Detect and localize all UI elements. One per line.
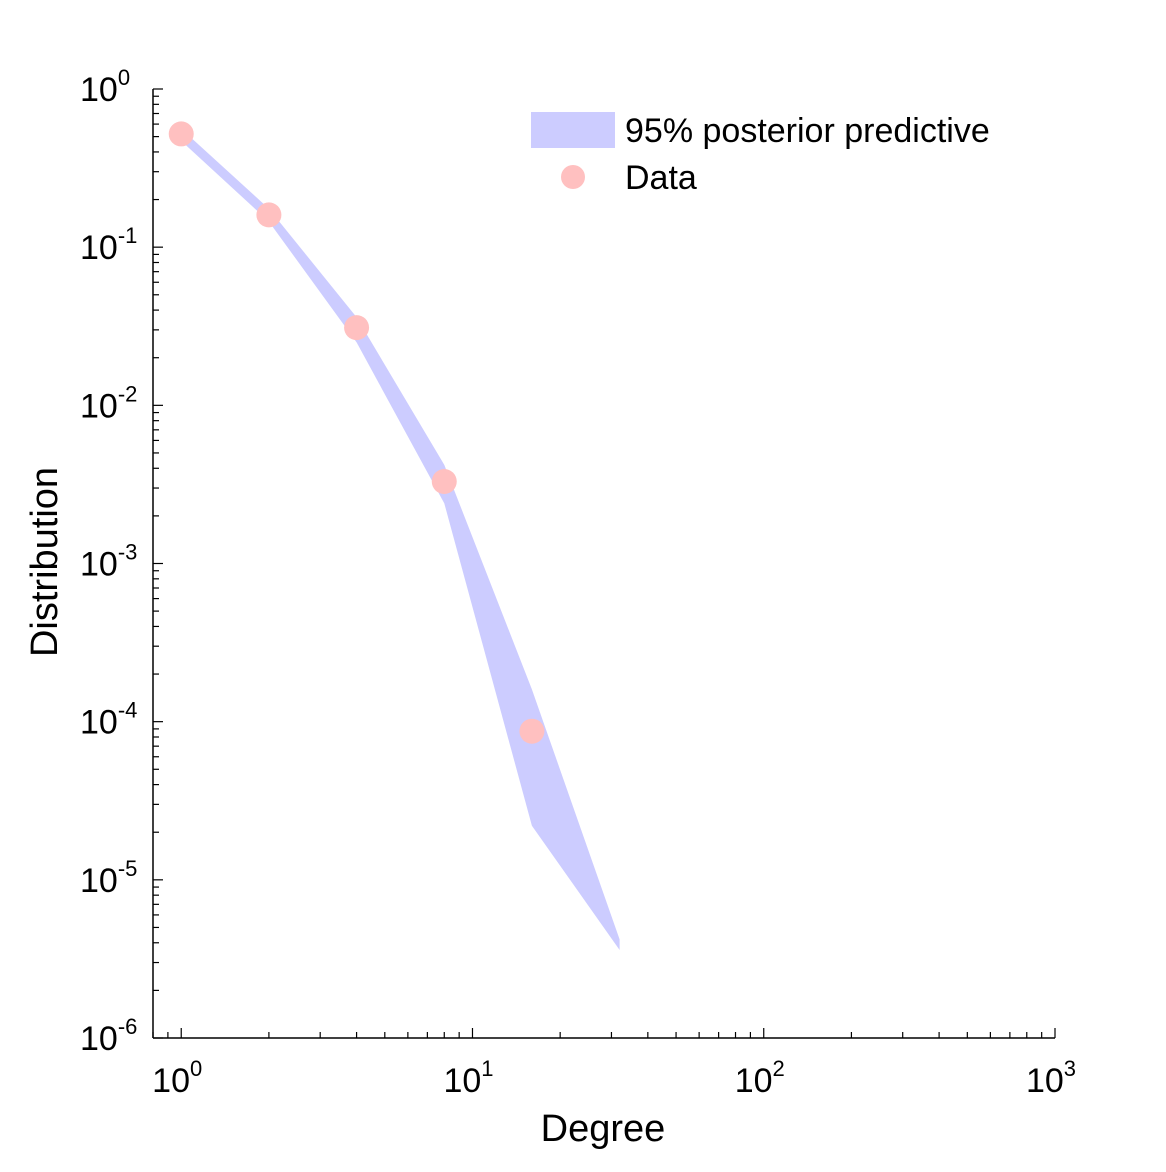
- y-tick-label: 10-6: [80, 1014, 137, 1058]
- x-axis-label: Degree: [541, 1108, 666, 1150]
- legend-band-label: 95% posterior predictive: [625, 112, 990, 150]
- y-tick-label-base: 10: [80, 704, 118, 742]
- data-point: [344, 315, 370, 341]
- x-tick-label-base: 10: [152, 1062, 190, 1100]
- points-layer: [168, 121, 545, 744]
- y-tick-label-exp: -3: [118, 540, 138, 565]
- y-tick-label: 10-5: [80, 856, 137, 900]
- y-tick-label-exp: 0: [118, 65, 130, 90]
- x-tick-label-exp: 3: [1064, 1056, 1076, 1081]
- band-layer: [181, 128, 620, 951]
- data-point: [431, 468, 457, 494]
- y-tick-label-base: 10: [80, 71, 118, 109]
- y-tick-label-exp: -1: [118, 223, 138, 248]
- x-tick-label: 103: [1026, 1056, 1076, 1100]
- y-tick-label: 10-1: [80, 223, 137, 267]
- y-tick-label-base: 10: [80, 546, 118, 584]
- x-tick-label-base: 10: [443, 1062, 481, 1100]
- y-tick-label-exp: -2: [118, 381, 138, 406]
- data-point: [168, 121, 194, 147]
- y-tick-label: 10-2: [80, 381, 137, 425]
- legend-data-label: Data: [625, 159, 697, 197]
- legend: 95% posterior predictive Data: [531, 112, 990, 197]
- y-tick-label-base: 10: [80, 862, 118, 900]
- y-tick-label: 100: [80, 65, 130, 109]
- posterior-band: [181, 128, 620, 951]
- y-tick-label-exp: -4: [118, 698, 138, 723]
- x-tick-label: 100: [152, 1056, 202, 1100]
- y-tick-label-base: 10: [80, 387, 118, 425]
- y-tick-label: 10-3: [80, 540, 137, 584]
- y-tick-label-exp: -5: [118, 856, 138, 881]
- y-tick-label-base: 10: [80, 1020, 118, 1058]
- x-tick-label-exp: 2: [773, 1056, 785, 1081]
- data-point: [256, 202, 282, 228]
- y-tick-label: 10-4: [80, 698, 137, 742]
- x-tick-label-exp: 0: [190, 1056, 202, 1081]
- legend-band-swatch: [531, 112, 615, 148]
- x-tick-label-base: 10: [1026, 1062, 1064, 1100]
- x-tick-label: 102: [735, 1056, 785, 1100]
- x-tick-label-base: 10: [735, 1062, 773, 1100]
- x-tick-label: 101: [443, 1056, 493, 1100]
- y-axis-label: Distribution: [24, 467, 66, 657]
- data-point: [519, 718, 545, 744]
- y-tick-label-base: 10: [80, 229, 118, 267]
- x-tick-label-exp: 1: [481, 1056, 493, 1081]
- y-tick-label-exp: -6: [118, 1014, 138, 1039]
- legend-data-marker: [561, 165, 585, 189]
